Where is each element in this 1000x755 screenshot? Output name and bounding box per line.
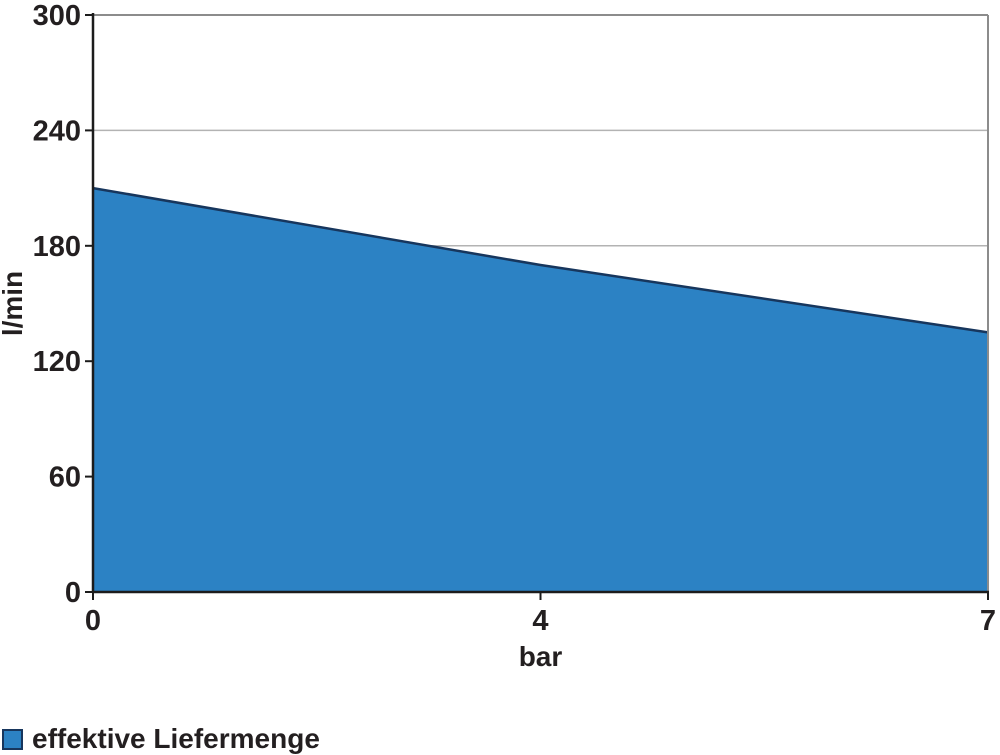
y-tick-label: 0 xyxy=(65,577,81,609)
y-tick-label: 60 xyxy=(49,462,81,494)
x-tick-label: 4 xyxy=(532,605,548,637)
area-chart: 0 60 120 180 240 300 0 4 7 bar l/min xyxy=(0,0,996,672)
x-tick-label: 0 xyxy=(85,605,101,637)
legend-swatch xyxy=(2,728,23,750)
legend-label: effektive Liefermenge xyxy=(32,723,320,754)
y-tick-label: 240 xyxy=(33,115,81,147)
x-axis-title: bar xyxy=(519,641,563,672)
y-axis-title: l/min xyxy=(0,271,28,336)
x-tick-label: 7 xyxy=(980,605,996,637)
area-series-fill xyxy=(93,188,988,592)
area-series-edge xyxy=(92,186,989,334)
legend: effektive Liefermenge xyxy=(2,725,320,753)
y-tick-label: 180 xyxy=(33,231,81,263)
y-tick-label: 120 xyxy=(33,346,81,378)
y-tick-label: 300 xyxy=(33,0,81,32)
